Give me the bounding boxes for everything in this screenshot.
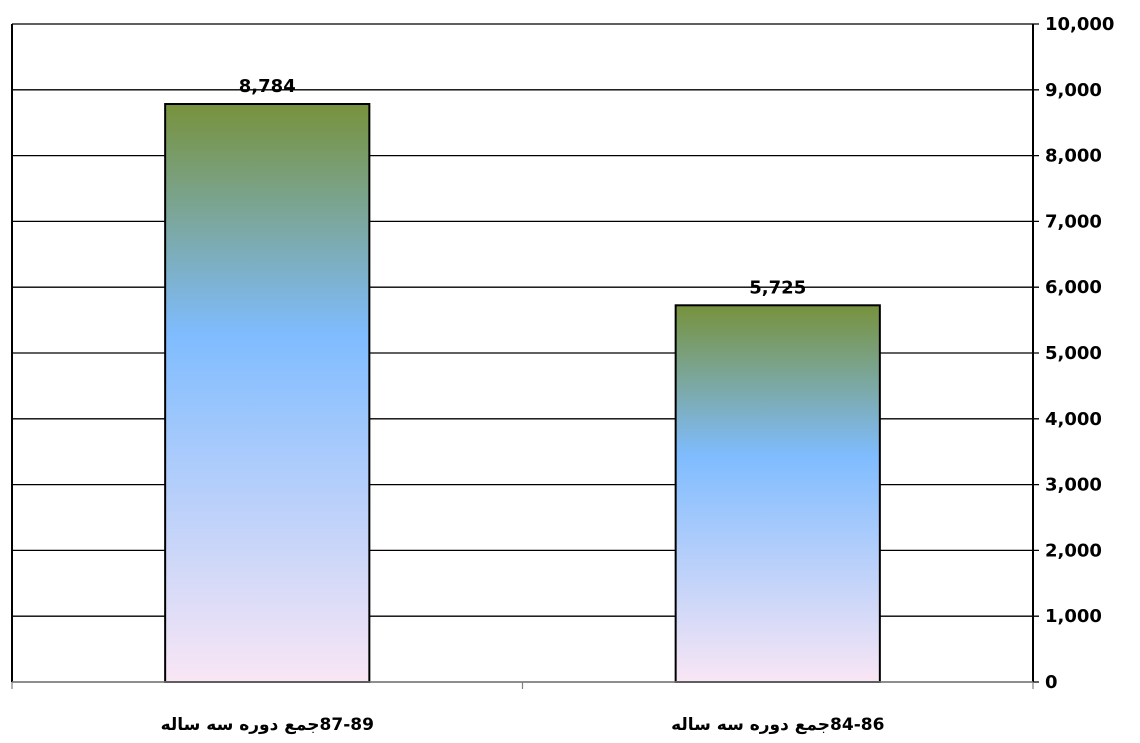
y-tick-label: 8,000 <box>1045 146 1102 167</box>
y-tick-label: 6,000 <box>1045 277 1102 298</box>
y-tick-label: 2,000 <box>1045 540 1102 561</box>
y-tick-label: 4,000 <box>1045 409 1102 430</box>
bars <box>164 103 881 683</box>
x-category-label: 87-89جمع دوره سه ساله <box>161 715 374 735</box>
x-category-label: 84-86جمع دوره سه ساله <box>671 715 884 735</box>
y-tick-label: 5,000 <box>1045 343 1102 364</box>
bar-2 <box>674 304 881 683</box>
bar-1 <box>164 103 371 683</box>
data-label: 8,784 <box>239 76 296 97</box>
y-tick-label: 9,000 <box>1045 80 1102 101</box>
y-tick-label: 0 <box>1045 672 1058 693</box>
y-tick-label: 7,000 <box>1045 211 1102 232</box>
y-tick-label: 10,000 <box>1045 14 1114 35</box>
y-tick-label: 1,000 <box>1045 606 1102 627</box>
labels: 0 1,000 2,000 3,000 4,000 5,000 6,000 7,000 8,00… <box>161 14 1115 735</box>
data-label: 5,725 <box>749 277 806 298</box>
y-tick-label: 3,000 <box>1045 475 1102 496</box>
axes <box>11 24 1034 689</box>
